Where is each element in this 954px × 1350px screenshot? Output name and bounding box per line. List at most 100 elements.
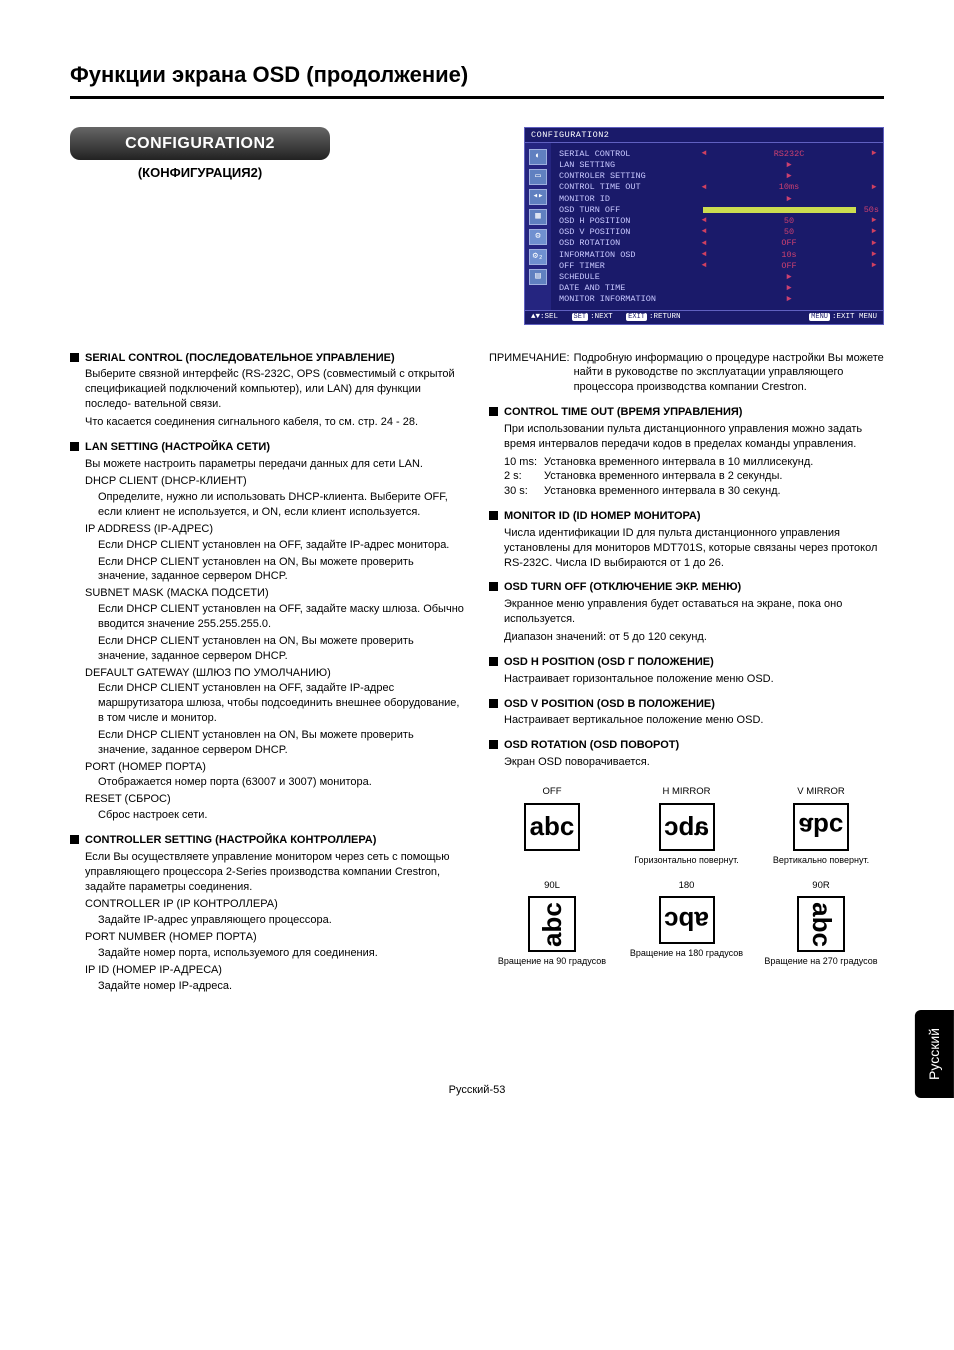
para: Определите, нужно ли использовать DHCP-к…	[98, 490, 465, 520]
para: Если Вы осуществляете управление монитор…	[85, 850, 465, 895]
rot-label: 180	[628, 880, 746, 893]
note-label: ПРИМЕЧАНИЕ:	[489, 351, 570, 396]
bullet-icon	[489, 407, 498, 416]
rot-box: abc	[524, 803, 580, 851]
osd-row: INFORMATION OSD◄10s►	[559, 250, 879, 260]
osd-icon: ▤	[529, 269, 547, 285]
osd-icon: ◐	[529, 149, 547, 165]
heading-mid: MONITOR ID (ID НОМЕР МОНИТОРА)	[504, 509, 701, 524]
osd-screenshot: CONFIGURATION2 ◐ ▭ ◂▸ ▦ ⚙ ⚙₂ ▤ SERIAL CO…	[524, 127, 884, 325]
para: Если DHCP CLIENT установлен на OFF, зада…	[98, 538, 465, 553]
right-column: ПРИМЕЧАНИЕ: Подробную информацию о проце…	[489, 351, 884, 1004]
osd-footer: ▲▼:SEL SET:NEXT EXIT:RETURN MENU:EXIT ME…	[525, 310, 883, 324]
osd-icon: ▭	[529, 169, 547, 185]
osd-row: DATE AND TIME►	[559, 283, 879, 293]
note-text: Подробную информацию о процедуре настрой…	[574, 351, 884, 396]
heading-serial: SERIAL CONTROL (ПОСЛЕДОВАТЕЛЬНОЕ УПРАВЛЕ…	[85, 351, 395, 366]
bullet-icon	[70, 353, 79, 362]
page-footer: Русский-53	[70, 1083, 884, 1098]
osd-title: CONFIGURATION2	[525, 128, 883, 143]
subheading: CONTROLLER IP (IP КОНТРОЛЛЕРА)	[85, 897, 465, 912]
opt-label: 2 s:	[504, 469, 544, 484]
osd-foot-next: :NEXT	[590, 313, 613, 321]
page-title: Функции экрана OSD (продолжение)	[70, 60, 884, 99]
osd-row: CONTROLER SETTING►	[559, 171, 879, 181]
rot-180: 180 abc Вращение на 180 градусов	[628, 880, 746, 968]
para: Если DHCP CLIENT установлен на ON, Вы мо…	[98, 634, 465, 664]
osd-row: SERIAL CONTROL◄RS232C►	[559, 149, 879, 159]
para: Если DHCP CLIENT установлен на ON, Вы мо…	[98, 728, 465, 758]
osd-badge-set: SET	[572, 313, 589, 321]
heading-ovp: OSD V POSITION (OSD В ПОЛОЖЕНИЕ)	[504, 697, 715, 712]
osd-row: SCHEDULE►	[559, 272, 879, 282]
rot-cap: Вращение на 90 градусов	[493, 956, 611, 967]
para: Отображается номер порта (63007 и 3007) …	[98, 775, 465, 790]
heading-controller: CONTROLLER SETTING (НАСТРОЙКА КОНТРОЛЛЕР…	[85, 833, 376, 848]
left-column: SERIAL CONTROL (ПОСЛЕДОВАТЕЛЬНОЕ УПРАВЛЕ…	[70, 351, 465, 1004]
para: Задайте номер IP-адреса.	[98, 979, 465, 994]
bullet-icon	[70, 835, 79, 844]
opt-label: 30 s:	[504, 484, 544, 499]
rot-box: abc	[659, 803, 715, 851]
subheading: DEFAULT GATEWAY (ШЛЮЗ ПО УМОЛЧАНИЮ)	[85, 666, 465, 681]
para: Выберите связной интерфейс (RS-232C, OPS…	[85, 367, 465, 412]
opt-text: Установка временного интервала в 2 секун…	[544, 469, 782, 484]
subheading: DHCP CLIENT (DHCP-КЛИЕНТ)	[85, 474, 465, 489]
subheading: PORT NUMBER (НОМЕР ПОРТА)	[85, 930, 465, 945]
heading-orot: OSD ROTATION (OSD ПОВОРОТ)	[504, 738, 679, 753]
para: Настраивает вертикальное положение меню …	[504, 713, 884, 728]
bullet-icon	[489, 699, 498, 708]
osd-rows: SERIAL CONTROL◄RS232C►LAN SETTING►CONTRO…	[551, 143, 883, 310]
osd-row: MONITOR INFORMATION►	[559, 294, 879, 304]
para: При использовании пульта дистанционного …	[504, 422, 884, 452]
rot-cap: Горизонтально повернут.	[628, 855, 746, 866]
body-columns: SERIAL CONTROL (ПОСЛЕДОВАТЕЛЬНОЕ УПРАВЛЕ…	[70, 351, 884, 1004]
heading-oto: OSD TURN OFF (ОТКЛЮЧЕНИЕ ЭКР. МЕНЮ)	[504, 580, 741, 595]
heading-ohp: OSD H POSITION (OSD Г ПОЛОЖЕНИЕ)	[504, 655, 714, 670]
config-subtitle: (КОНФИГУРАЦИЯ2)	[70, 164, 330, 182]
para: Экранное меню управления будет оставатьс…	[504, 597, 884, 627]
osd-badge-exit: EXIT	[626, 313, 647, 321]
config-button: CONFIGURATION2	[70, 127, 330, 161]
opt-text: Установка временного интервала в 30 секу…	[544, 484, 781, 499]
osd-side-icons: ◐ ▭ ◂▸ ▦ ⚙ ⚙₂ ▤	[525, 143, 551, 310]
osd-foot-sel: ▲▼:SEL	[531, 313, 558, 321]
para: Если DHCP CLIENT установлен на OFF, зада…	[98, 681, 465, 726]
osd-row: OFF TIMER◄OFF►	[559, 261, 879, 271]
osd-row: OSD ROTATION◄OFF►	[559, 238, 879, 248]
rot-cap: Вращение на 180 градусов	[628, 948, 746, 959]
subheading: PORT (НОМЕР ПОРТА)	[85, 760, 465, 775]
rot-label: OFF	[493, 786, 611, 799]
opt-text: Установка временного интервала в 10 милл…	[544, 455, 813, 470]
rot-label: H MIRROR	[628, 786, 746, 799]
rot-box: abc	[528, 896, 576, 952]
bullet-icon	[70, 442, 79, 451]
rot-cap: Вертикально повернут.	[762, 855, 880, 866]
para: Сброс настроек сети.	[98, 808, 465, 823]
osd-foot-exitmenu: :EXIT MENU	[832, 313, 877, 321]
rot-90r: 90R abc Вращение на 270 градусов	[762, 880, 880, 968]
para: Вы можете настроить параметры передачи д…	[85, 457, 465, 472]
para: Если DHCP CLIENT установлен на OFF, зада…	[98, 602, 465, 632]
osd-badge-menu: MENU	[809, 313, 830, 321]
rot-box: abc	[797, 896, 845, 952]
subheading: IP ID (НОМЕР IP-АДРЕСА)	[85, 963, 465, 978]
opt-label: 10 ms:	[504, 455, 544, 470]
para: Числа идентификации ID для пульта дистан…	[504, 526, 884, 571]
config-heading: CONFIGURATION2 (КОНФИГУРАЦИЯ2)	[70, 127, 504, 325]
heading-cto: CONTROL TIME OUT (ВРЕМЯ УПРАВЛЕНИЯ)	[504, 405, 742, 420]
subheading: RESET (СБРОС)	[85, 792, 465, 807]
rot-off: OFF abc	[493, 786, 611, 866]
language-side-tab: Русский	[915, 1010, 954, 1098]
osd-row: LAN SETTING►	[559, 160, 879, 170]
para: Что касается соединения сигнального кабе…	[85, 415, 465, 430]
para: Если DHCP CLIENT установлен на ON, Вы мо…	[98, 555, 465, 585]
para: Экран OSD поворачивается.	[504, 755, 884, 770]
para: Диапазон значений: от 5 до 120 секунд.	[504, 630, 884, 645]
osd-row: OSD V POSITION◄50►	[559, 227, 879, 237]
rot-box: abc	[793, 803, 849, 851]
bullet-icon	[489, 511, 498, 520]
osd-icon-selected: ⚙₂	[529, 249, 547, 265]
rot-box: abc	[659, 896, 715, 944]
para: Задайте номер порта, используемого для с…	[98, 946, 465, 961]
